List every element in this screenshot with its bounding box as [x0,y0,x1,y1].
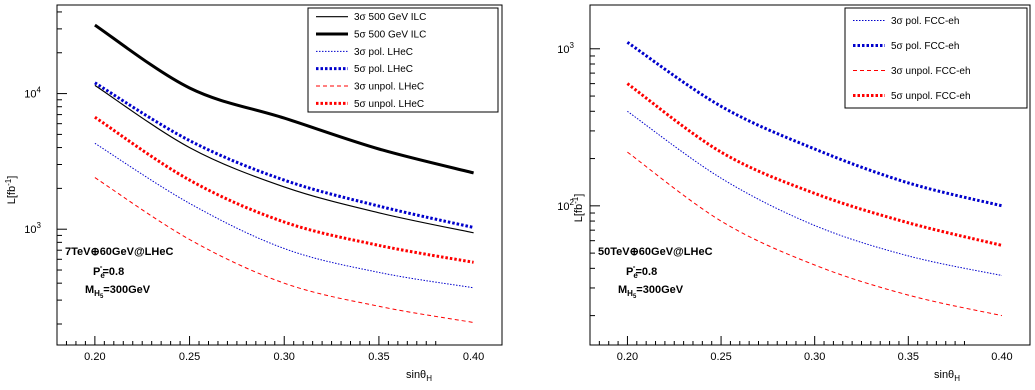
y-axis-label: L[fb-1] [4,176,18,205]
x-axis-label: sinθH [934,369,960,383]
x-tick-label: 0.25 [179,351,200,363]
annotation-line-2: Pe-=0.8 [93,262,124,280]
annotation: 7TeV⊕60GeV@LHeC Pe-=0.8 MH5=300GeV [65,246,173,300]
annotation-line-1: 50TeV⊕60GeV@LHeC [598,246,713,258]
annotation-line-3: MH5=300GeV [85,284,151,300]
chart-panel-1: 0.20 0.25 0.30 0.35 0.40 103 104 sinθH L[fb-1] 3σ… [4,4,503,383]
legend-label-4: 5σ pol. LHeC [354,64,413,75]
x-tick-label: 0.35 [368,351,389,363]
series-line-2 [94,23,474,175]
x-tick-label: 0.30 [804,351,825,363]
annotation-line-2: Pe-=0.8 [626,262,657,280]
legend: 3σ 500 GeV ILC 5σ 500 GeV ILC 3σ pol. LHeC… [307,7,499,113]
x-tick-label: 0.35 [898,351,919,363]
series-line-5 [94,177,474,323]
legend-box [844,7,1028,109]
x-axis-label: sinθH [406,369,432,383]
plot-frame [589,4,1031,346]
series-line-4 [94,81,474,229]
x-tick-label: 0.20 [84,351,105,363]
y-axis-label: L[fb-1] [571,194,585,223]
legend-label-2: 5σ 500 GeV ILC [354,30,426,41]
series-line-4 [626,82,1003,247]
series-line-6 [94,115,474,264]
plot-frame [56,4,503,346]
y-tick-label: 103 [557,41,574,56]
annotation-line-3: MH5=300GeV [618,284,684,300]
x-tick-label: 0.20 [617,351,638,363]
legend-label-1: 3σ pol. FCC-eh [891,16,959,27]
legend-label-2: 5σ pol. FCC-eh [891,41,959,52]
y-tick-label: 102 [557,198,574,213]
annotation-line-1: 7TeV⊕60GeV@LHeC [65,246,173,258]
x-tick-label: 0.40 [463,351,484,363]
y-tick-label: 103 [24,221,41,236]
annotation: 50TeV⊕60GeV@LHeC Pe-=0.8 MH5=300GeV [598,246,713,300]
series-line-1 [627,110,1003,276]
series-line-1 [94,84,474,234]
legend-label-5: 3σ unpol. LHeC [354,82,424,93]
legend-label-1: 3σ 500 GeV ILC [354,12,426,23]
legend-label-3: 3σ unpol. FCC-eh [891,66,971,77]
y-tick-label: 104 [24,86,41,101]
series-line-3 [94,142,474,289]
legend-label-4: 5σ unpol. FCC-eh [891,91,971,102]
x-tick-label: 0.40 [991,351,1012,363]
series-line-2 [626,41,1003,208]
legend-box [307,7,499,113]
legend-label-6: 5σ unpol. LHeC [354,99,424,110]
legend: 3σ pol. FCC-eh 5σ pol. FCC-eh 3σ unpol. FC… [844,7,1028,109]
chart-panel-2: 0.20 0.25 0.30 0.35 0.40 102 103 sinθH L[fb-1] 3σ… [557,4,1031,383]
series-line-3 [627,151,1003,317]
x-tick-label: 0.25 [710,351,731,363]
x-tick-label: 0.30 [274,351,295,363]
legend-label-3: 3σ pol. LHeC [354,47,413,58]
